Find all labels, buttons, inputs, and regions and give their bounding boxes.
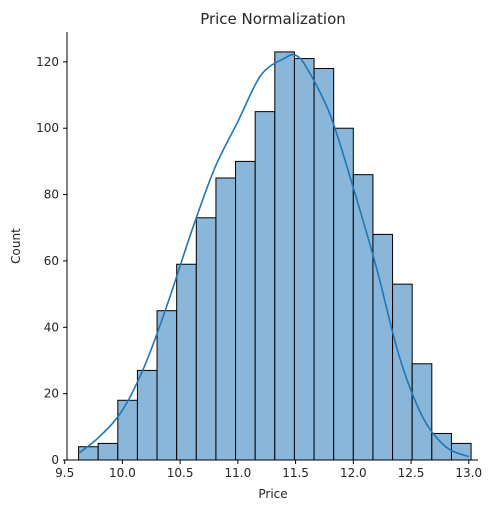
histogram-bar — [411, 363, 433, 461]
x-ticks: 9.5 10.0 10.5 11.0 11.5 12.0 12.5 13.0 — [55, 460, 482, 480]
x-tick-label: 12.5 — [398, 466, 425, 480]
y-tick-label: 100 — [36, 121, 59, 135]
histogram-bar — [313, 67, 335, 461]
y-tick-label: 80 — [44, 188, 59, 202]
histogram-bar — [78, 446, 99, 461]
y-axis-title: Count — [9, 228, 23, 264]
histogram-bar — [176, 263, 197, 461]
histogram-bar — [97, 442, 119, 461]
histogram-bar — [195, 217, 217, 461]
x-tick-label: 9.5 — [55, 466, 74, 480]
x-tick-label: 10.0 — [109, 466, 136, 480]
x-tick-label: 10.5 — [167, 466, 194, 480]
kde-curve — [78, 53, 470, 458]
y-tick-label: 0 — [51, 453, 59, 467]
y-tick-label: 40 — [44, 320, 59, 334]
histogram-bar — [136, 369, 158, 461]
histogram-bar — [392, 283, 413, 461]
histogram-bar — [431, 432, 452, 461]
x-tick-label: 13.0 — [455, 466, 482, 480]
x-tick-label: 11.5 — [282, 466, 309, 480]
histogram-bar — [117, 399, 138, 461]
chart-title: Price Normalization — [200, 10, 346, 28]
y-tick-label: 60 — [44, 254, 59, 268]
x-tick-label: 11.0 — [225, 466, 252, 480]
histogram-bar — [352, 174, 374, 461]
y-tick-label: 120 — [36, 55, 59, 69]
y-ticks: 0 20 40 60 80 100 120 — [36, 55, 67, 467]
x-axis-title: Price — [258, 487, 287, 501]
x-tick-label: 12.0 — [340, 466, 367, 480]
histogram-bar — [254, 111, 276, 461]
axes — [66, 32, 478, 461]
bars — [78, 51, 472, 461]
histogram-bar — [293, 58, 315, 461]
y-tick-label: 20 — [44, 387, 59, 401]
histogram-bar — [235, 160, 256, 461]
histogram-bar — [156, 310, 178, 461]
histogram-bar — [215, 177, 237, 461]
histogram-bar — [274, 51, 295, 461]
